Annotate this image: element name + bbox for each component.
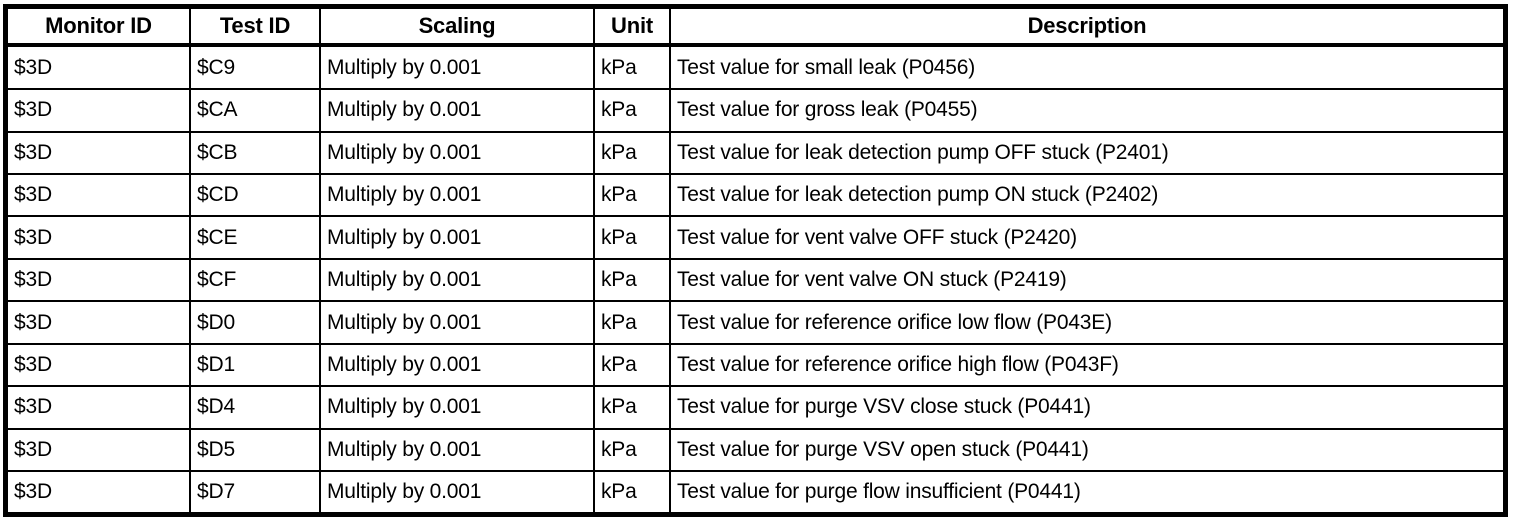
description-cell: Test value for leak detection pump ON st… xyxy=(669,172,1503,218)
scaling-cell: Multiply by 0.001 xyxy=(319,130,595,175)
monitor-id-cell: $3D xyxy=(8,257,191,303)
monitor-id-cell: $3D xyxy=(8,470,191,512)
description-cell: Test value for purge VSV close stuck (P0… xyxy=(669,385,1503,430)
scaling-cell: Multiply by 0.001 xyxy=(319,300,595,345)
test-id-cell: $CB xyxy=(189,130,321,175)
monitor-id-cell: $3D xyxy=(8,172,191,218)
scaling-cell: Multiply by 0.001 xyxy=(319,215,595,260)
test-id-cell: $D1 xyxy=(189,342,321,388)
unit-cell: kPa xyxy=(593,88,671,133)
description-cell: Test value for small leak (P0456) xyxy=(669,43,1503,91)
test-id-cell: $CD xyxy=(189,172,321,218)
unit-cell: kPa xyxy=(593,130,671,175)
description-cell: Test value for purge flow insufficient (… xyxy=(669,470,1503,512)
unit-cell: kPa xyxy=(593,172,671,218)
table-row: $3D $D7 Multiply by 0.001 kPa Test value for… xyxy=(8,470,1503,512)
table-row: $3D $D5 Multiply by 0.001 kPa Test value for… xyxy=(8,427,1503,473)
description-cell: Test value for gross leak (P0455) xyxy=(669,88,1503,133)
scaling-cell: Multiply by 0.001 xyxy=(319,427,595,473)
scaling-cell: Multiply by 0.001 xyxy=(319,385,595,430)
test-id-cell: $CE xyxy=(189,215,321,260)
description-cell: Test value for purge VSV open stuck (P04… xyxy=(669,427,1503,473)
test-id-cell: $CF xyxy=(189,257,321,303)
column-header-scaling: Scaling xyxy=(319,9,595,47)
monitor-id-cell: $3D xyxy=(8,427,191,473)
unit-cell: kPa xyxy=(593,385,671,430)
monitor-id-cell: $3D xyxy=(8,385,191,430)
unit-cell: kPa xyxy=(593,470,671,512)
test-id-cell: $D7 xyxy=(189,470,321,512)
monitor-id-cell: $3D xyxy=(8,215,191,260)
table-body: $3D $C9 Multiply by 0.001 kPa Test value for… xyxy=(8,43,1503,512)
description-cell: Test value for vent valve OFF stuck (P24… xyxy=(669,215,1503,260)
table-row: $3D $CA Multiply by 0.001 kPa Test value for… xyxy=(8,88,1503,133)
scaling-cell: Multiply by 0.001 xyxy=(319,257,595,303)
test-id-cell: $D5 xyxy=(189,427,321,473)
header-row: Monitor ID Test ID Scaling Unit Description xyxy=(8,9,1503,47)
table-row: $3D $CD Multiply by 0.001 kPa Test value for… xyxy=(8,172,1503,218)
column-header-monitor-id: Monitor ID xyxy=(8,9,191,47)
unit-cell: kPa xyxy=(593,215,671,260)
scaling-cell: Multiply by 0.001 xyxy=(319,342,595,388)
table-row: $3D $D0 Multiply by 0.001 kPa Test value for… xyxy=(8,300,1503,345)
monitor-id-cell: $3D xyxy=(8,342,191,388)
test-id-cell: $D0 xyxy=(189,300,321,345)
monitor-test-table-frame: Monitor ID Test ID Scaling Unit Description … xyxy=(3,4,1508,517)
column-header-test-id: Test ID xyxy=(189,9,321,47)
column-header-description: Description xyxy=(669,9,1503,47)
monitor-id-cell: $3D xyxy=(8,300,191,345)
description-cell: Test value for vent valve ON stuck (P241… xyxy=(669,257,1503,303)
description-cell: Test value for leak detection pump OFF s… xyxy=(669,130,1503,175)
unit-cell: kPa xyxy=(593,300,671,345)
scaling-cell: Multiply by 0.001 xyxy=(319,172,595,218)
unit-cell: kPa xyxy=(593,342,671,388)
scaling-cell: Multiply by 0.001 xyxy=(319,43,595,91)
unit-cell: kPa xyxy=(593,43,671,91)
scaling-cell: Multiply by 0.001 xyxy=(319,88,595,133)
test-id-cell: $CA xyxy=(189,88,321,133)
scaling-cell: Multiply by 0.001 xyxy=(319,470,595,512)
table-head: Monitor ID Test ID Scaling Unit Description xyxy=(8,9,1503,47)
monitor-id-cell: $3D xyxy=(8,88,191,133)
table-row: $3D $D4 Multiply by 0.001 kPa Test value for… xyxy=(8,385,1503,430)
monitor-id-cell: $3D xyxy=(8,130,191,175)
table-row: $3D $CF Multiply by 0.001 kPa Test value for… xyxy=(8,257,1503,303)
table-row: $3D $D1 Multiply by 0.001 kPa Test value for… xyxy=(8,342,1503,388)
table-row: $3D $CE Multiply by 0.001 kPa Test value for… xyxy=(8,215,1503,260)
unit-cell: kPa xyxy=(593,257,671,303)
table-row: $3D $CB Multiply by 0.001 kPa Test value for… xyxy=(8,130,1503,175)
monitor-id-cell: $3D xyxy=(8,43,191,91)
table-row: $3D $C9 Multiply by 0.001 kPa Test value for… xyxy=(8,43,1503,91)
test-id-cell: $C9 xyxy=(189,43,321,91)
monitor-test-table: Monitor ID Test ID Scaling Unit Description … xyxy=(8,9,1503,512)
column-header-unit: Unit xyxy=(593,9,671,47)
unit-cell: kPa xyxy=(593,427,671,473)
description-cell: Test value for reference orifice high fl… xyxy=(669,342,1503,388)
test-id-cell: $D4 xyxy=(189,385,321,430)
description-cell: Test value for reference orifice low flo… xyxy=(669,300,1503,345)
